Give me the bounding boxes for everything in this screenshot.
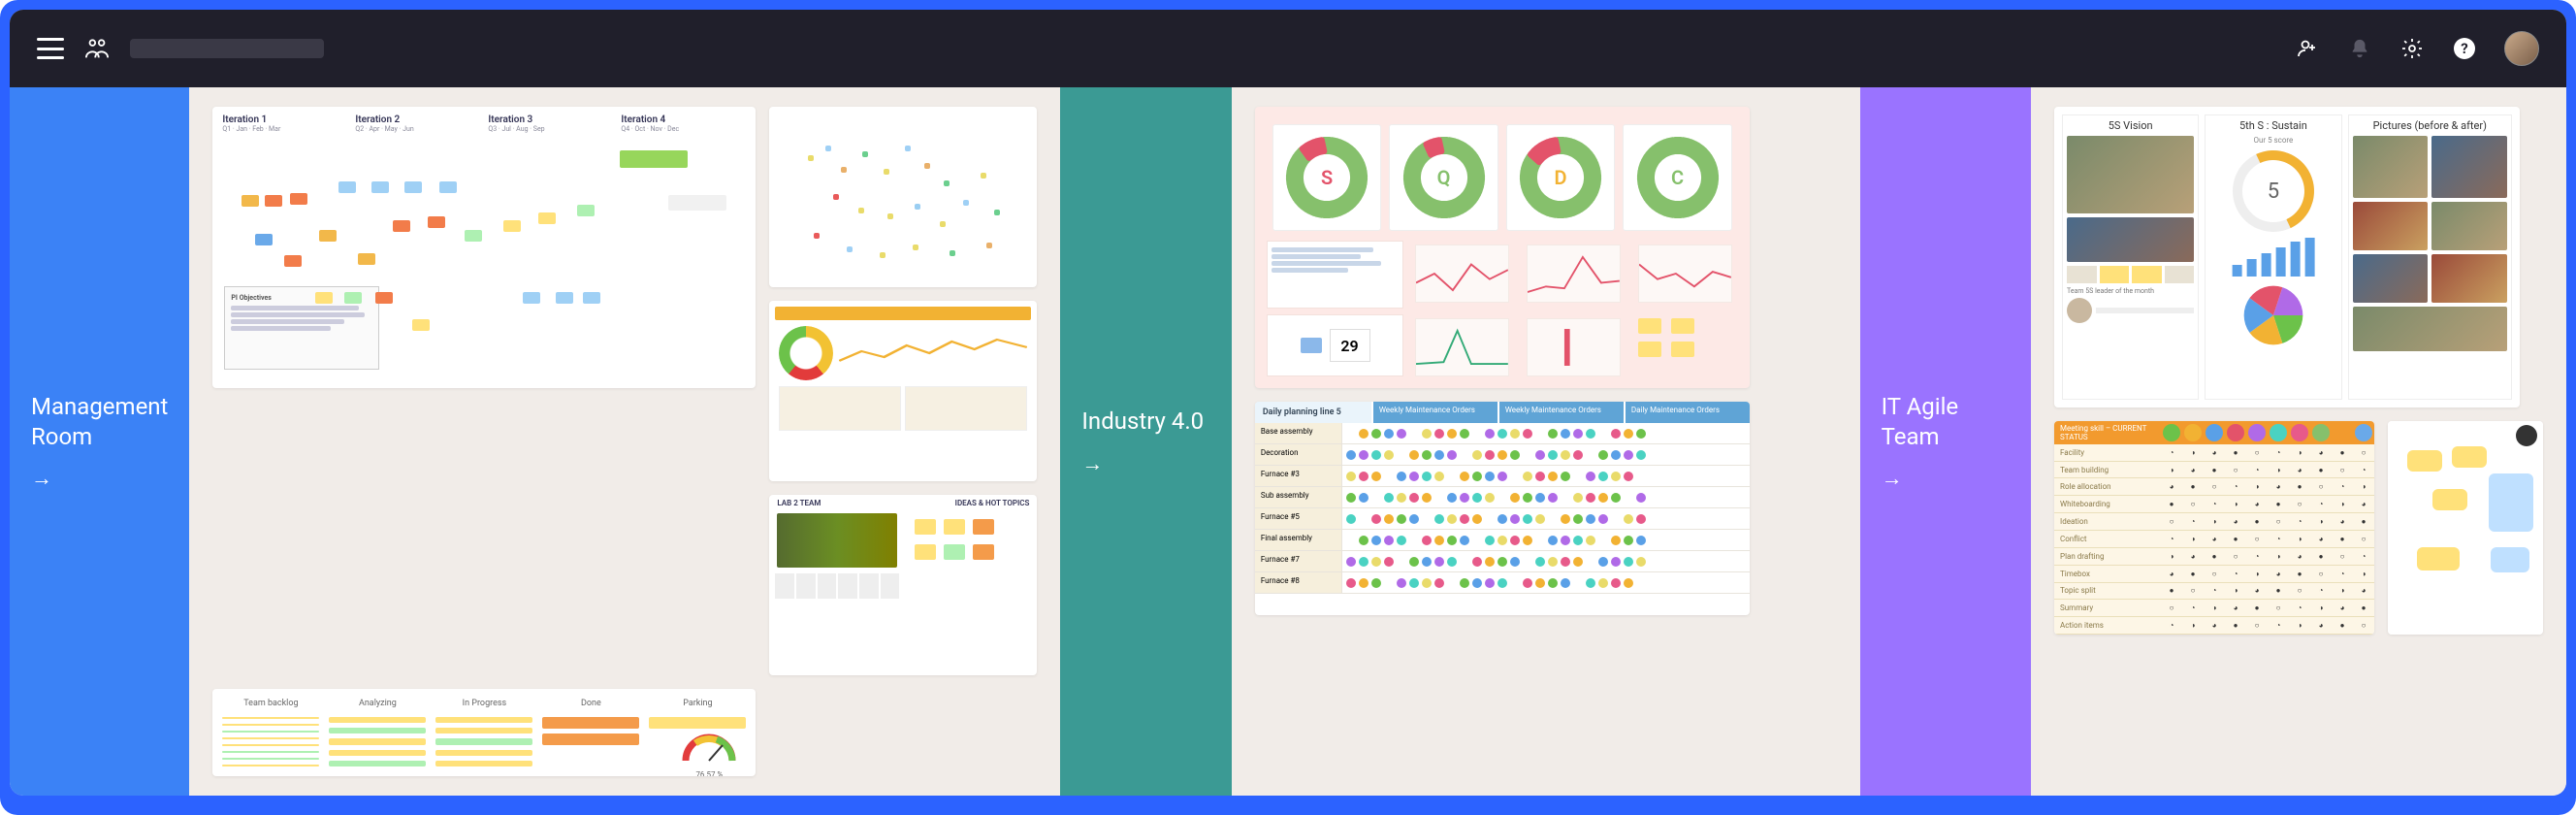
- board-thumb-kanban[interactable]: Team backlogAnalyzingIn ProgressDonePark…: [212, 689, 756, 776]
- board-thumb-flow[interactable]: [2388, 421, 2543, 635]
- notifications-icon[interactable]: [2347, 36, 2372, 61]
- section-subtitle: Our 5 score: [2209, 136, 2336, 145]
- topbar: ?: [10, 10, 2566, 87]
- settings-gear-icon[interactable]: [2399, 36, 2425, 61]
- app-window: ? Management Room → Iteration 1Q1 · Jan …: [10, 10, 2566, 796]
- team-title-right: IDEAS & HOT TOPICS: [955, 499, 1030, 507]
- score-value: 5: [2242, 160, 2304, 222]
- room-thumbs-industry: SQDC: [1232, 87, 1860, 796]
- rooms-row: Management Room → Iteration 1Q1 · Jan · …: [10, 87, 2566, 796]
- folder-icon: [1301, 338, 1322, 353]
- bear-icon: [2516, 425, 2537, 446]
- fiveS-sustain: 5th S : Sustain Our 5 score 5: [2205, 114, 2341, 400]
- outer-frame: ? Management Room → Iteration 1Q1 · Jan …: [0, 0, 2576, 815]
- search-input[interactable]: [130, 39, 324, 58]
- section-title: 5S Vision: [2067, 119, 2194, 132]
- gauge-icon: 76.57 %: [680, 732, 738, 766]
- arrow-right-icon: →: [31, 466, 168, 491]
- arrow-right-icon: →: [1882, 466, 2010, 491]
- section-title: 5th S : Sustain: [2209, 119, 2336, 132]
- board-thumb-skills-matrix[interactable]: Meeting skill – CURRENT STATUSFacility◔◑…: [2054, 421, 2374, 635]
- room-title: Industry 4.0: [1081, 407, 1209, 437]
- invite-user-icon[interactable]: [2295, 36, 2320, 61]
- room-title: Management Room: [31, 392, 168, 452]
- planning-title: Daily planning line 5: [1255, 402, 1371, 423]
- section-title: Pictures (before & after): [2353, 119, 2508, 132]
- room-header-industry[interactable]: Industry 4.0 →: [1060, 87, 1231, 796]
- board-thumb-cluster[interactable]: [769, 107, 1037, 287]
- fiveS-footer: Team 5S leader of the month: [2067, 287, 2194, 295]
- room-header-management[interactable]: Management Room →: [10, 87, 189, 796]
- topbar-left: [37, 35, 324, 62]
- board-thumb-5s[interactable]: 5S Vision Team 5S leader of the month: [2054, 107, 2520, 408]
- topbar-right: ?: [2295, 31, 2539, 66]
- score-ring: 5: [2233, 150, 2314, 232]
- room-thumbs-agile: 5S Vision Team 5S leader of the month: [2031, 87, 2566, 796]
- room-title: IT Agile Team: [1882, 392, 2010, 452]
- fiveS-pictures: Pictures (before & after): [2348, 114, 2513, 400]
- room-thumbs-management: Iteration 1Q1 · Jan · Feb · MarIteration…: [189, 87, 1060, 796]
- board-thumb-team[interactable]: LAB 2 TEAM IDEAS & HOT TOPICS: [769, 495, 1037, 675]
- board-thumb-planning[interactable]: Daily planning line 5 Weekly Maintenance…: [1255, 402, 1750, 615]
- team-title-left: LAB 2 TEAM: [777, 499, 821, 507]
- arrow-right-icon: →: [1081, 451, 1209, 476]
- sqdc-number: 29: [1330, 329, 1370, 362]
- board-thumb-sqdc[interactable]: SQDC: [1255, 107, 1750, 388]
- user-avatar[interactable]: [2504, 31, 2539, 66]
- board-thumb-dashboard[interactable]: [769, 301, 1037, 481]
- help-icon[interactable]: ?: [2452, 36, 2477, 61]
- app-logo-icon[interactable]: [83, 35, 111, 62]
- board-thumb-roadmap[interactable]: Iteration 1Q1 · Jan · Feb · MarIteration…: [212, 107, 756, 388]
- svg-text:?: ?: [2461, 40, 2467, 57]
- legend-title: PI Objectives: [231, 294, 271, 302]
- room-header-agile[interactable]: IT Agile Team →: [1860, 87, 2031, 796]
- fiveS-vision: 5S Vision Team 5S leader of the month: [2062, 114, 2199, 400]
- menu-icon[interactable]: [37, 38, 64, 59]
- gauge-value: 76.57 %: [680, 770, 738, 776]
